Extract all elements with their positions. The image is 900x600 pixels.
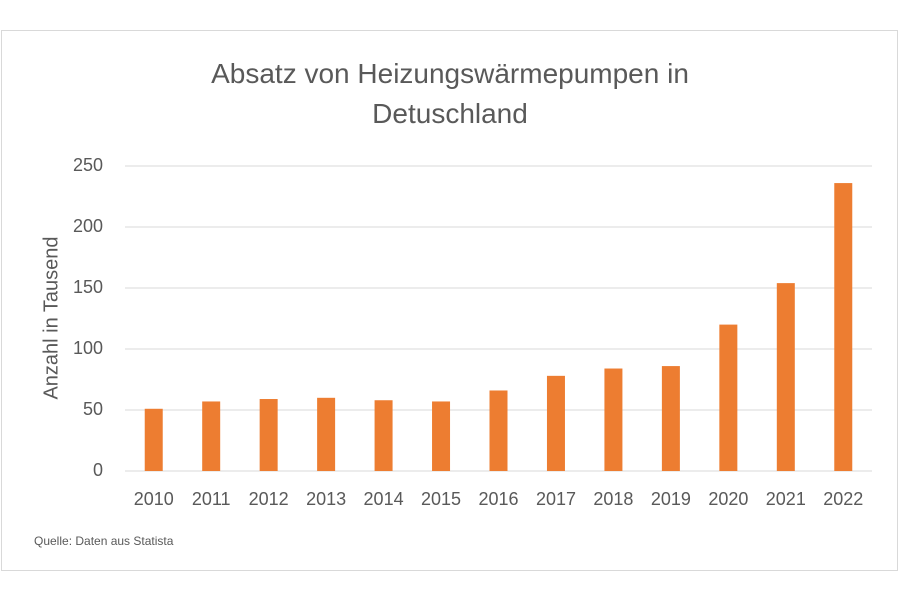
x-tick-label: 2016 — [478, 489, 518, 509]
bar — [144, 408, 163, 471]
bar — [489, 390, 508, 471]
chart-frame — [1, 30, 898, 571]
x-tick-label: 2021 — [766, 489, 806, 509]
bar — [719, 324, 738, 471]
bar — [432, 401, 451, 471]
bar — [834, 183, 853, 471]
bar — [374, 400, 393, 471]
x-tick-label: 2020 — [708, 489, 748, 509]
x-tick-label: 2012 — [249, 489, 289, 509]
x-tick-label: 2019 — [651, 489, 691, 509]
bar — [202, 401, 221, 471]
x-tick-label: 2011 — [192, 489, 231, 509]
bar — [661, 366, 680, 471]
y-tick-label: 50 — [83, 399, 103, 419]
bar — [317, 397, 336, 471]
bar — [546, 375, 565, 471]
source-note: Quelle: Daten aus Statista — [34, 534, 174, 548]
x-tick-label: 2017 — [536, 489, 576, 509]
chart-title: Absatz von Heizungswärmepumpen in Detusc… — [211, 58, 689, 129]
y-tick-label: 200 — [73, 216, 103, 236]
y-tick-label: 250 — [73, 155, 103, 175]
y-tick-label: 150 — [73, 277, 103, 297]
x-tick-label: 2022 — [823, 489, 863, 509]
x-tick-label: 2014 — [364, 489, 404, 509]
bar — [259, 399, 278, 471]
x-tick-label: 2018 — [593, 489, 633, 509]
x-tick-label: 2010 — [134, 489, 174, 509]
y-tick-label: 0 — [93, 460, 103, 480]
bar — [604, 368, 623, 471]
y-tick-label: 100 — [73, 338, 103, 358]
x-tick-label: 2013 — [306, 489, 346, 509]
x-tick-label: 2015 — [421, 489, 461, 509]
y-axis-title: Anzahl in Tausend — [40, 236, 62, 399]
bar — [776, 283, 795, 471]
